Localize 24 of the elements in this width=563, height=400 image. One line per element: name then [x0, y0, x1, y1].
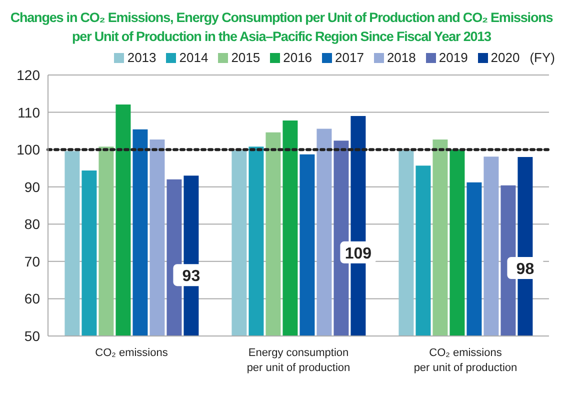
y-tick-label: 90: [24, 178, 40, 195]
legend-label: 2019: [438, 50, 468, 65]
legend-label: 2015: [230, 50, 260, 65]
data-label: 93: [182, 268, 200, 286]
legend-title: (FY): [530, 50, 555, 65]
y-tick-label: 70: [24, 253, 40, 270]
legend-label: 2018: [386, 50, 416, 65]
chart-title: Changes in CO₂ Emissions, Energy Consumption per Unit of Production and CO₂ Emissions per Unit of Production in the Asia–Pacific Region Since Fiscal Year 2013: [9, 9, 554, 46]
legend-label: 2013: [126, 50, 156, 65]
legend-label: 2014: [178, 50, 208, 65]
y-tick-label: 120: [16, 66, 40, 83]
y-tick-label: 80: [24, 216, 40, 232]
data-label: 109: [344, 245, 372, 262]
x-tick-label: CO₂ emissions per unit of production: [414, 347, 518, 374]
y-tick-label: 110: [18, 104, 40, 120]
legend-label: 2020: [490, 50, 520, 65]
y-tick-label: 60: [24, 290, 40, 307]
legend-label: 2016: [282, 50, 312, 65]
y-tick-label: 100: [16, 142, 40, 158]
x-tick-label: CO₂ emissions: [95, 347, 168, 359]
legend-label: 2017: [334, 50, 364, 65]
x-tick-label: Energy consumption per unit of production: [246, 347, 350, 374]
data-label: 98: [516, 260, 534, 278]
y-tick-label: 50: [24, 328, 40, 344]
